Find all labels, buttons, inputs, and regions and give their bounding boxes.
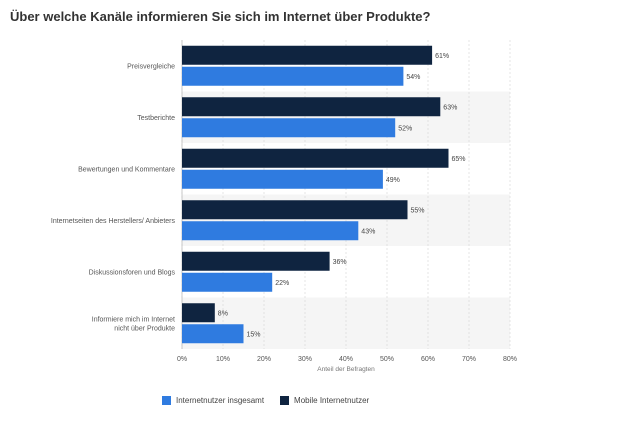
bar	[182, 200, 408, 220]
bar	[182, 272, 273, 292]
x-axis-title: Anteil der Befragten	[317, 366, 375, 373]
x-tick-label: 20%	[257, 356, 271, 363]
x-tick-label: 80%	[503, 356, 517, 363]
category-label: Testberichte	[137, 115, 175, 122]
data-label: 49%	[386, 177, 400, 184]
legend-item: Mobile Internetnutzer	[280, 396, 369, 405]
category-label: Preisvergleiche	[127, 63, 175, 70]
x-tick-label: 40%	[339, 356, 353, 363]
chart-title: Über welche Kanäle informieren Sie sich …	[10, 9, 431, 24]
bar	[182, 148, 449, 168]
category-label: Bewertungen und Kommentare	[78, 166, 175, 173]
data-label: 36%	[333, 259, 347, 266]
data-label: 61%	[435, 53, 449, 60]
data-label: 15%	[247, 331, 261, 338]
legend-label: Mobile Internetnutzer	[294, 396, 370, 405]
legend-item: Internetnutzer insgesamt	[162, 396, 264, 405]
bar	[182, 45, 433, 65]
legend-swatch	[280, 396, 290, 405]
bar	[182, 221, 359, 241]
bar	[182, 118, 396, 138]
bar	[182, 97, 441, 117]
x-tick-label: 50%	[380, 356, 394, 363]
legend-label: Internetnutzer insgesamt	[176, 396, 265, 405]
bar	[182, 324, 244, 344]
data-label: 55%	[411, 207, 425, 214]
bar	[182, 66, 404, 86]
category-label: Internetseiten des Herstellers/ Anbieter…	[51, 218, 176, 225]
bar	[182, 251, 330, 271]
x-tick-label: 30%	[298, 356, 312, 363]
chart-legend: Internetnutzer insgesamt Mobile Internetn…	[162, 396, 385, 405]
bar	[182, 303, 215, 323]
data-label: 8%	[218, 310, 228, 317]
x-tick-label: 70%	[462, 356, 476, 363]
data-label: 52%	[398, 125, 412, 132]
data-label: 63%	[443, 104, 457, 111]
x-tick-label: 0%	[177, 356, 187, 363]
data-label: 22%	[275, 280, 289, 287]
legend-swatch	[162, 396, 171, 405]
category-label: Informiere mich im Internet	[92, 316, 175, 323]
category-label: Diskussionsforen und Blogs	[89, 269, 176, 276]
data-label: 54%	[406, 74, 420, 81]
category-label: nicht über Produkte	[114, 325, 175, 332]
x-tick-label: 10%	[216, 356, 230, 363]
data-label: 65%	[452, 156, 466, 163]
data-label: 43%	[361, 228, 375, 235]
x-tick-label: 60%	[421, 356, 435, 363]
bar	[182, 169, 383, 189]
